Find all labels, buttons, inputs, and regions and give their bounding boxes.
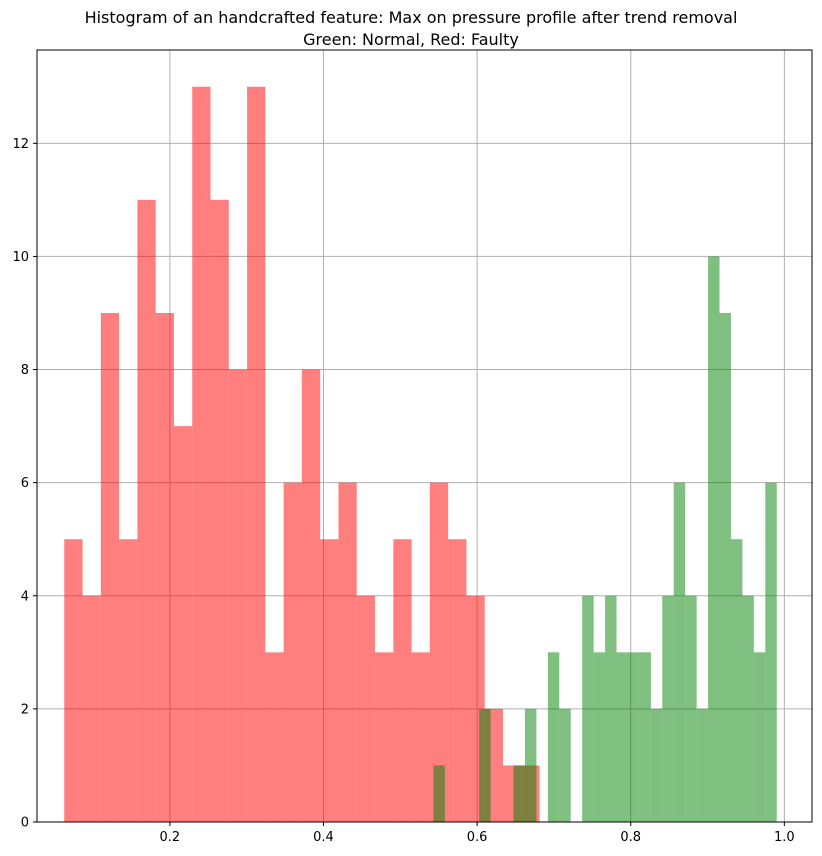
faulty-bar [82, 595, 101, 822]
y-tick-label: 2 [21, 702, 29, 717]
faulty-bar [393, 539, 412, 822]
normal-bar [650, 708, 663, 822]
x-axis-ticks: 0.2 0.4 0.6 0.8 1.0 [160, 822, 795, 845]
normal-bar [765, 482, 777, 822]
y-tick-label: 12 [12, 137, 29, 152]
faulty-bar [301, 369, 321, 822]
faulty-bar [64, 539, 83, 822]
faulty-bar [119, 539, 138, 822]
normal-bar [730, 539, 743, 822]
normal-bar [627, 652, 640, 822]
faulty-bar [155, 312, 174, 822]
normal-bar [696, 708, 709, 822]
faulty-bar [228, 369, 248, 822]
x-tick-label: 0.2 [160, 830, 181, 845]
faulty-bar [338, 482, 357, 822]
chart-title: Histogram of an handcrafted feature: Max… [84, 8, 738, 27]
faulty-bar [100, 312, 120, 822]
x-tick-label: 0.6 [467, 830, 488, 845]
normal-bar [433, 765, 445, 822]
normal-bar [662, 595, 674, 822]
normal-bar [639, 652, 651, 822]
normal-bar [753, 652, 766, 822]
y-tick-label: 8 [21, 363, 29, 378]
faulty-bar [320, 539, 339, 822]
axes-frame [36, 49, 813, 823]
normal-bar [708, 256, 720, 822]
faulty-bar [411, 652, 430, 822]
normal-bar [719, 312, 731, 822]
faulty-series-bars [64, 86, 540, 822]
faulty-bar [265, 652, 284, 822]
y-tick-label: 0 [21, 816, 29, 831]
normal-bar [742, 595, 754, 822]
normal-bar [559, 708, 571, 822]
normal-bar [582, 595, 594, 822]
normal-bar [605, 595, 617, 822]
y-tick-label: 10 [12, 250, 29, 265]
chart-subtitle: Green: Normal, Red: Faulty [303, 30, 519, 49]
normal-series-bars [433, 256, 777, 822]
normal-bar [593, 652, 606, 822]
normal-bar [685, 595, 697, 822]
x-tick-label: 1.0 [774, 830, 795, 845]
faulty-bar [192, 86, 211, 822]
faulty-bar [356, 595, 376, 822]
faulty-bar [375, 652, 394, 822]
faulty-bar [247, 86, 266, 822]
normal-bar [479, 708, 491, 822]
x-tick-label: 0.4 [313, 830, 334, 845]
y-tick-label: 4 [21, 589, 29, 604]
faulty-bar [137, 199, 156, 822]
faulty-bar [429, 482, 449, 822]
faulty-bar [283, 482, 302, 822]
y-tick-label: 6 [21, 476, 29, 491]
normal-bar [524, 708, 537, 822]
x-tick-label: 0.8 [620, 830, 641, 845]
faulty-bar [173, 426, 193, 822]
y-axis-ticks: 0 2 4 6 8 10 12 [12, 137, 37, 831]
normal-bar [616, 652, 628, 822]
normal-bar [513, 765, 525, 822]
faulty-bar [210, 199, 229, 822]
normal-bar [547, 652, 560, 822]
faulty-bar [448, 539, 467, 822]
normal-bar [673, 482, 686, 822]
